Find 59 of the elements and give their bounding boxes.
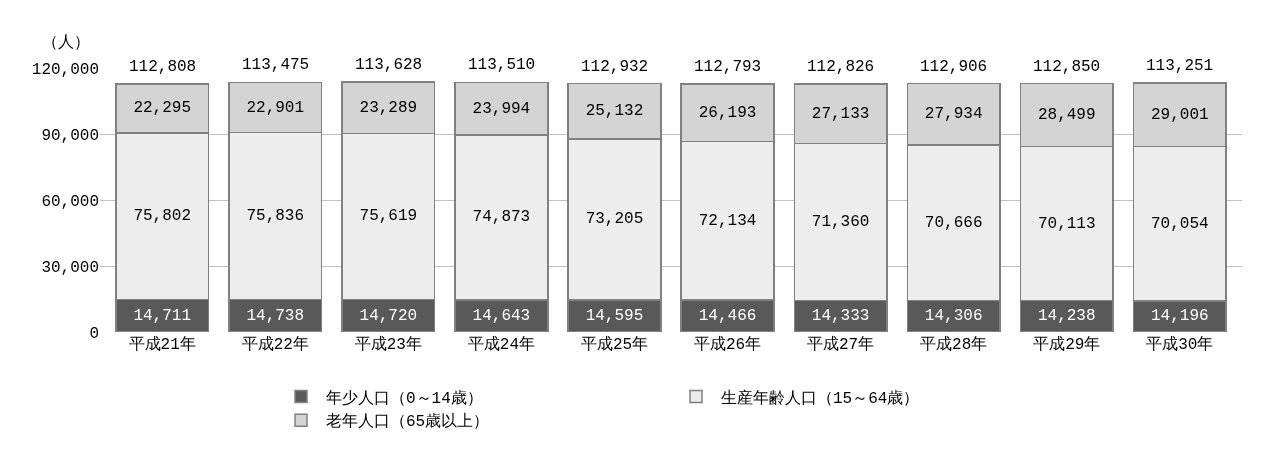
x-tick-label: 平成25年	[580, 335, 649, 354]
data-label: 70,113	[1037, 214, 1096, 233]
data-label: 23,994	[472, 99, 531, 118]
data-label: 27,934	[924, 105, 983, 124]
data-label: 28,499	[1037, 106, 1096, 125]
y-tick-label: 0	[89, 324, 99, 343]
data-label: 74,873	[472, 208, 531, 227]
data-label: 70,666	[924, 213, 983, 232]
x-tick-label: 平成30年	[1146, 335, 1214, 354]
x-tick-label: 平成23年	[354, 335, 422, 354]
data-label: 27,133	[811, 104, 870, 123]
total-label: 113,251	[1146, 57, 1214, 75]
data-label: 14,333	[811, 307, 870, 326]
x-tick-label: 平成24年	[467, 335, 535, 354]
x-tick-label: 平成21年	[128, 335, 196, 354]
total-label: 113,628	[355, 56, 423, 74]
total-label: 113,510	[468, 56, 536, 74]
data-label: 29,001	[1151, 105, 1209, 124]
data-label: 14,466	[698, 307, 757, 326]
data-label: 14,238	[1037, 307, 1096, 326]
total-label: 112,932	[581, 58, 649, 76]
total-label: 112,826	[807, 58, 875, 76]
x-tick-label: 平成22年	[241, 335, 309, 354]
data-label: 14,720	[359, 306, 418, 325]
x-tick-label: 平成28年	[920, 335, 988, 354]
y-axis-title: （人）	[42, 34, 90, 52]
data-label: 72,134	[698, 211, 757, 230]
y-tick-label: 60,000	[41, 192, 99, 211]
data-label: 73,205	[585, 210, 644, 229]
data-label: 22,901	[246, 98, 305, 117]
total-label: 112,808	[129, 58, 197, 76]
data-label: 14,738	[246, 306, 305, 325]
x-tick-label: 平成26年	[693, 335, 762, 354]
legend-label: 老年人口（65歳以上）	[326, 412, 490, 432]
y-tick-label: 30,000	[41, 258, 99, 277]
data-label: 14,711	[133, 306, 191, 325]
x-tick-label: 平成29年	[1033, 335, 1101, 354]
data-label: 75,836	[246, 207, 305, 226]
legend-label: 年少人口（0～14歳）	[326, 388, 483, 408]
total-label: 112,850	[1033, 58, 1101, 76]
total-label: 113,475	[242, 56, 310, 74]
data-label: 75,619	[359, 207, 418, 226]
data-label: 14,595	[585, 306, 644, 325]
data-label: 70,054	[1151, 214, 1209, 233]
data-label: 14,643	[472, 306, 531, 325]
x-tick-label: 平成27年	[807, 335, 875, 354]
total-label: 112,906	[920, 58, 988, 76]
data-label: 23,289	[359, 98, 418, 117]
data-label: 14,196	[1151, 307, 1209, 326]
y-tick-label: 120,000	[31, 60, 99, 79]
legend-label: 生産年齢人口（15～64歳）	[721, 388, 920, 408]
data-label: 75,802	[133, 207, 191, 226]
total-label: 112,793	[694, 58, 762, 76]
data-label: 22,295	[133, 99, 191, 118]
y-tick-label: 90,000	[41, 126, 99, 145]
data-label: 14,306	[924, 307, 983, 326]
data-label: 71,360	[811, 212, 870, 231]
data-label: 25,132	[585, 102, 644, 121]
data-label: 26,193	[698, 103, 757, 122]
